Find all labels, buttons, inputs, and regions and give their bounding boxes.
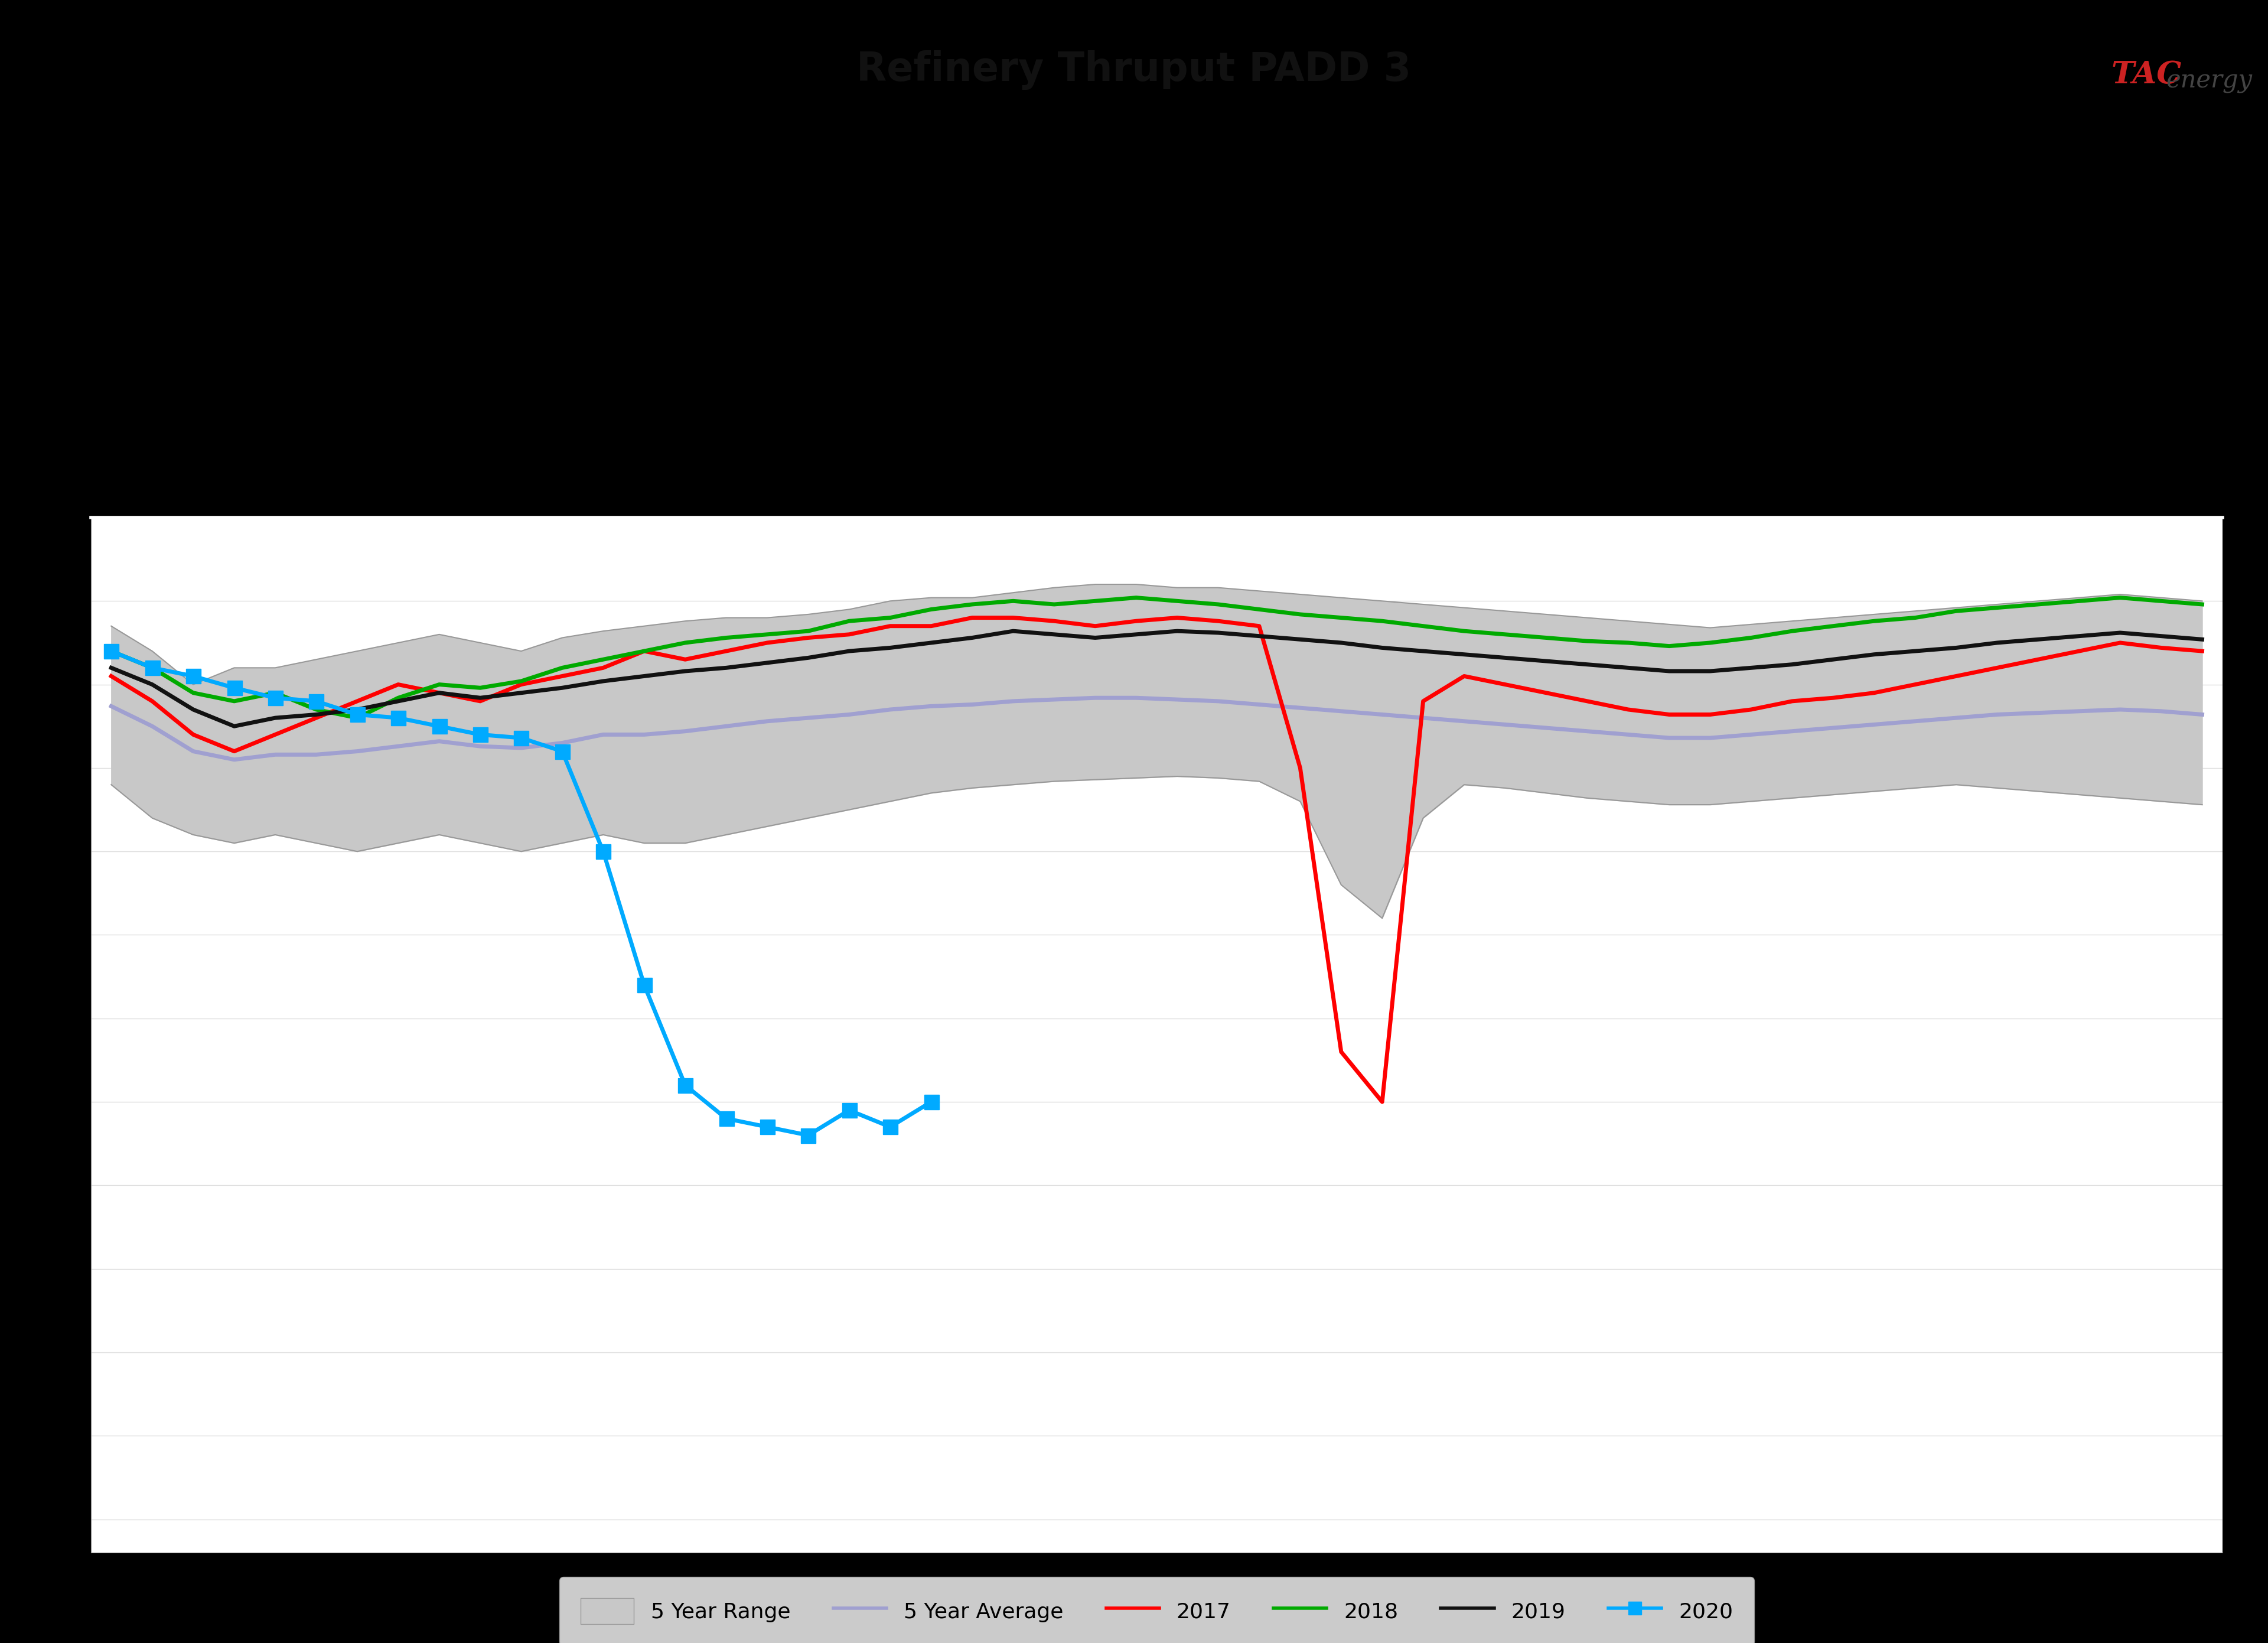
Text: Refinery Thruput PADD 3: Refinery Thruput PADD 3 <box>857 51 1411 90</box>
Legend: 5 Year Range, 5 Year Average, 2017, 2018, 2019, 2020: 5 Year Range, 5 Year Average, 2017, 2018… <box>560 1577 1753 1643</box>
Text: energy: energy <box>2166 69 2252 94</box>
Text: TAC: TAC <box>2112 59 2182 90</box>
